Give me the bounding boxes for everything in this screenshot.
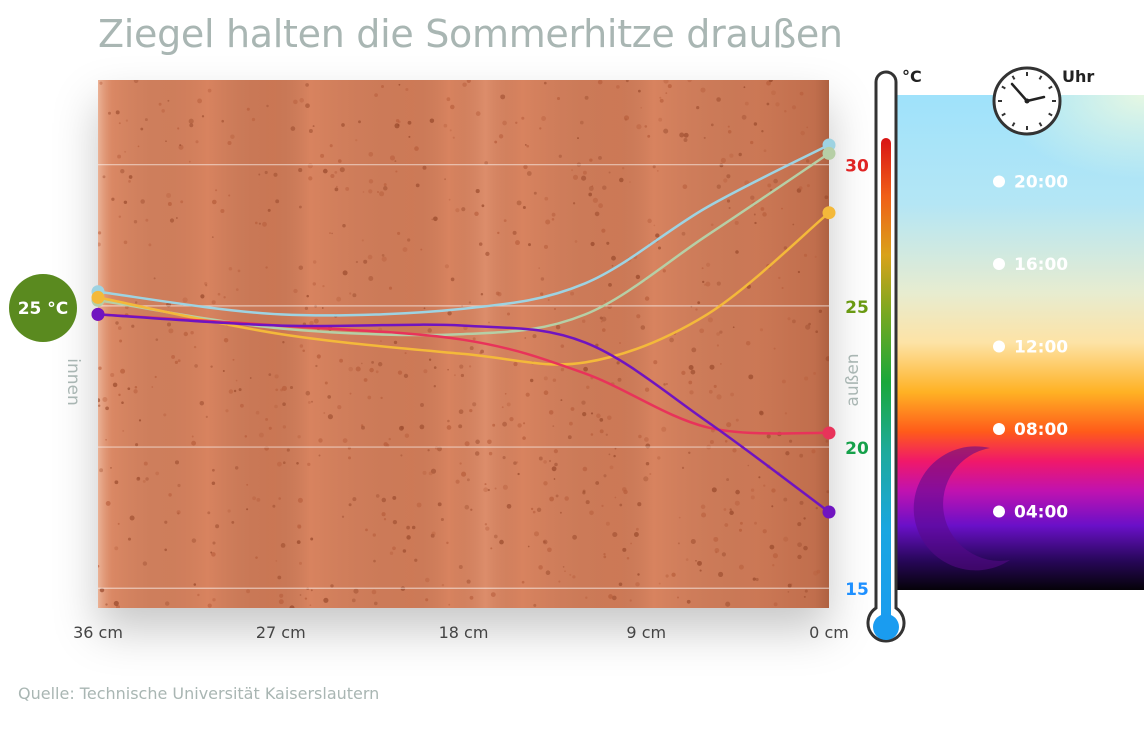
time-of-day-panel: 20:00 16:00 12:00 08:00 04:00 — [897, 95, 1144, 590]
y-tick-label: 25 — [845, 298, 869, 318]
clock-tick — [1048, 85, 1053, 90]
gridlines — [98, 164, 829, 589]
clock-tick — [1038, 122, 1043, 127]
y-tick-label: 15 — [845, 580, 869, 600]
thermometer-icon — [866, 70, 906, 643]
time-label: 16:00 — [1014, 255, 1068, 275]
time-legend: 20:00 16:00 12:00 08:00 04:00 — [993, 173, 1068, 523]
badge-label: 25 °C — [18, 299, 69, 319]
x-tick-label: 0 cm — [809, 623, 849, 642]
y-tick-label: 30 — [845, 157, 869, 177]
series-layer — [91, 138, 836, 519]
source-note: Quelle: Technische Universität Kaisersla… — [18, 684, 380, 703]
y-tick-label: 20 — [845, 439, 869, 459]
clock-tick — [1011, 75, 1016, 80]
clock-tick — [1011, 122, 1016, 127]
time-dot — [993, 175, 1005, 188]
inside-label: innen — [63, 358, 83, 406]
clock-tick — [1001, 85, 1006, 90]
clock-tick — [1038, 75, 1043, 80]
series-endpoint — [822, 206, 836, 220]
x-tick-label: 9 cm — [626, 623, 666, 642]
series-endpoint — [822, 505, 836, 519]
series-endpoint — [822, 426, 836, 440]
outside-label: außen — [843, 353, 863, 406]
thermometer-unit: °C — [902, 67, 922, 86]
clock-label: Uhr — [1062, 67, 1094, 86]
series-endpoint — [822, 146, 836, 160]
x-tick-label: 27 cm — [256, 623, 306, 642]
time-dot — [993, 505, 1005, 518]
temperature-badge: 25 °C — [9, 274, 77, 342]
series-line — [97, 211, 830, 366]
time-label: 04:00 — [1014, 503, 1068, 523]
clock-icon — [992, 66, 1062, 136]
time-dot — [993, 340, 1005, 353]
brick-panel — [98, 80, 829, 608]
time-dot — [993, 258, 1005, 270]
brick-texture — [98, 80, 829, 608]
clock-tick — [1048, 112, 1053, 117]
y-axis: 30 25 20 15 — [845, 157, 869, 601]
clock-tick — [1001, 112, 1006, 117]
series-line — [97, 143, 830, 317]
series-endpoint — [91, 290, 105, 304]
x-axis: 36 cm 27 cm 18 cm 9 cm 0 cm — [73, 623, 849, 642]
chart-title: Ziegel halten die Sommerhitze draußen — [98, 12, 843, 56]
series-endpoint — [91, 307, 105, 321]
time-label: 12:00 — [1014, 338, 1068, 358]
x-tick-label: 18 cm — [439, 623, 489, 642]
x-tick-label: 36 cm — [73, 623, 123, 642]
series-line — [97, 313, 830, 514]
time-dot — [993, 423, 1005, 435]
time-label: 08:00 — [1014, 420, 1068, 440]
time-label: 20:00 — [1014, 173, 1068, 193]
moon-icon — [913, 446, 1010, 571]
